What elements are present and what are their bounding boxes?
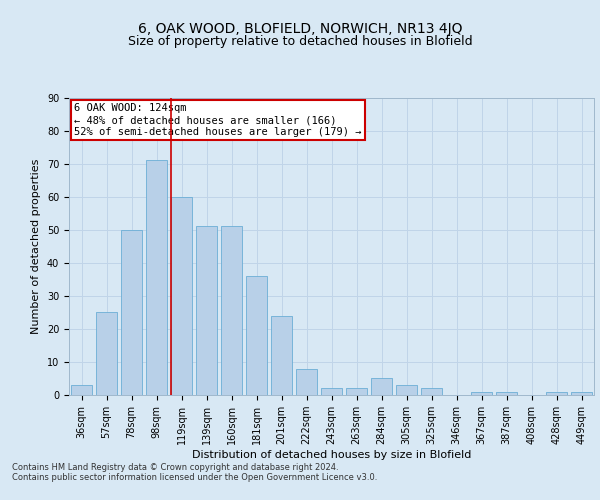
Bar [196, 226, 217, 395]
Bar [271, 316, 292, 395]
Bar [171, 196, 192, 395]
Bar [246, 276, 267, 395]
Bar [96, 312, 117, 395]
Text: Contains HM Land Registry data © Crown copyright and database right 2024.
Contai: Contains HM Land Registry data © Crown c… [12, 462, 377, 482]
Bar [546, 392, 567, 395]
Bar [496, 392, 517, 395]
Bar [321, 388, 342, 395]
Bar [121, 230, 142, 395]
Text: 6, OAK WOOD, BLOFIELD, NORWICH, NR13 4JQ: 6, OAK WOOD, BLOFIELD, NORWICH, NR13 4JQ [138, 22, 462, 36]
Bar [471, 392, 492, 395]
Bar [346, 388, 367, 395]
Text: 6 OAK WOOD: 124sqm
← 48% of detached houses are smaller (166)
52% of semi-detach: 6 OAK WOOD: 124sqm ← 48% of detached hou… [74, 104, 362, 136]
Bar [296, 368, 317, 395]
Bar [221, 226, 242, 395]
Bar [571, 392, 592, 395]
Bar [396, 385, 417, 395]
Bar [71, 385, 92, 395]
Text: Size of property relative to detached houses in Blofield: Size of property relative to detached ho… [128, 35, 472, 48]
Y-axis label: Number of detached properties: Number of detached properties [31, 158, 41, 334]
X-axis label: Distribution of detached houses by size in Blofield: Distribution of detached houses by size … [192, 450, 471, 460]
Bar [146, 160, 167, 395]
Bar [421, 388, 442, 395]
Bar [371, 378, 392, 395]
